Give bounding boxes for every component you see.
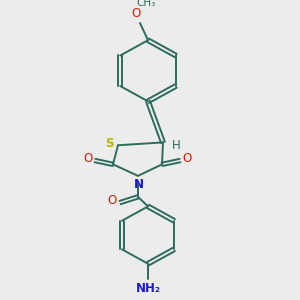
- Text: O: O: [83, 152, 93, 165]
- Text: S: S: [105, 137, 113, 150]
- Text: NH₂: NH₂: [136, 282, 160, 295]
- Text: O: O: [107, 194, 117, 207]
- Text: H: H: [172, 139, 180, 152]
- Text: O: O: [182, 152, 192, 165]
- Text: O: O: [131, 7, 141, 20]
- Text: CH₃: CH₃: [136, 0, 155, 8]
- Text: N: N: [134, 178, 144, 191]
